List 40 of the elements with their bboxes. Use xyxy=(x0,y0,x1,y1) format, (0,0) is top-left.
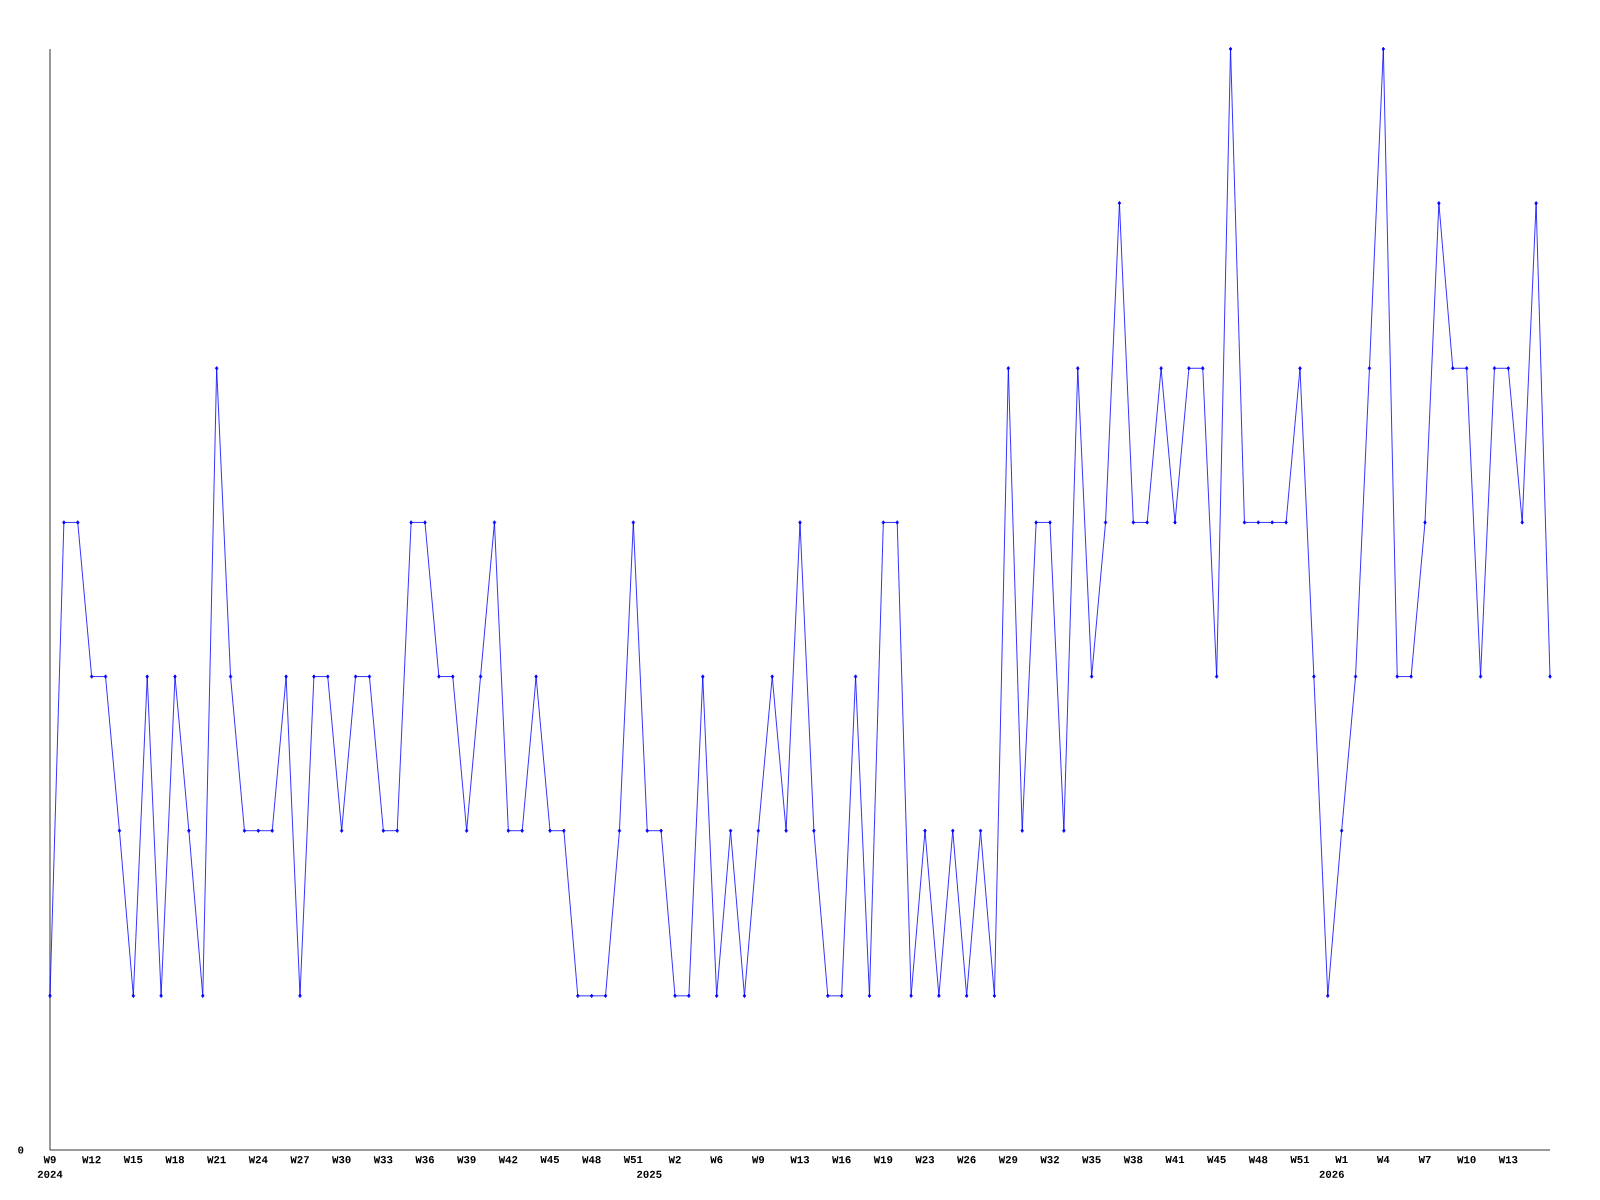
x-tick-label: W7 xyxy=(1418,1156,1431,1164)
x-tick-label: W42 xyxy=(498,1156,518,1164)
x-tick-label: W10 xyxy=(1457,1156,1476,1164)
x-tick-label: W2 xyxy=(668,1156,681,1164)
x-tick-label: W12 xyxy=(82,1156,101,1164)
x-tick-label: W45 xyxy=(1207,1156,1226,1164)
x-tick-label: W26 xyxy=(957,1156,976,1164)
x-tick-label: W13 xyxy=(790,1156,810,1164)
x-tick-label: W19 xyxy=(873,1156,893,1164)
text: 2024 xyxy=(37,1170,63,1178)
x-tick-label: W30 xyxy=(332,1156,351,1164)
x-tick-label: W18 xyxy=(165,1156,185,1164)
x-tick-label: W45 xyxy=(540,1156,560,1164)
text: 0 xyxy=(18,1146,24,1154)
x-tick-label: W48 xyxy=(1248,1156,1268,1164)
x-tick-label: W29 xyxy=(998,1156,1018,1164)
x-tick-label: W33 xyxy=(373,1156,393,1164)
x-tick-label: W4 xyxy=(1376,1156,1390,1164)
x-tick-label: W51 xyxy=(623,1156,643,1164)
x-tick-label: W38 xyxy=(1123,1156,1143,1164)
x-tick-label: W24 xyxy=(248,1156,268,1164)
x-tick-label: W21 xyxy=(207,1156,226,1164)
x-tick-label: W6 xyxy=(710,1156,723,1164)
x-tick-label: W48 xyxy=(582,1156,601,1164)
x-tick-label: W9 xyxy=(751,1156,765,1164)
x-tick-label: W36 xyxy=(415,1156,435,1164)
x-tick-label: W15 xyxy=(123,1156,143,1164)
x-tick-label: W27 xyxy=(290,1156,309,1164)
x-tick-label: W13 xyxy=(1498,1156,1518,1164)
x-tick-label: W16 xyxy=(832,1156,851,1164)
text: 2025 xyxy=(637,1170,662,1178)
x-tick-label: W35 xyxy=(1082,1156,1101,1164)
x-tick-label: W41 xyxy=(1165,1156,1185,1164)
x-tick-label: W32 xyxy=(1040,1156,1059,1164)
x-tick-label: W51 xyxy=(1290,1156,1310,1164)
x-tick-label: W9 xyxy=(43,1156,56,1164)
x-tick-label: W1 xyxy=(1335,1156,1348,1164)
x-tick-label: W39 xyxy=(457,1156,476,1164)
text: 2026 xyxy=(1319,1170,1344,1178)
x-tick-label: W23 xyxy=(915,1156,935,1164)
